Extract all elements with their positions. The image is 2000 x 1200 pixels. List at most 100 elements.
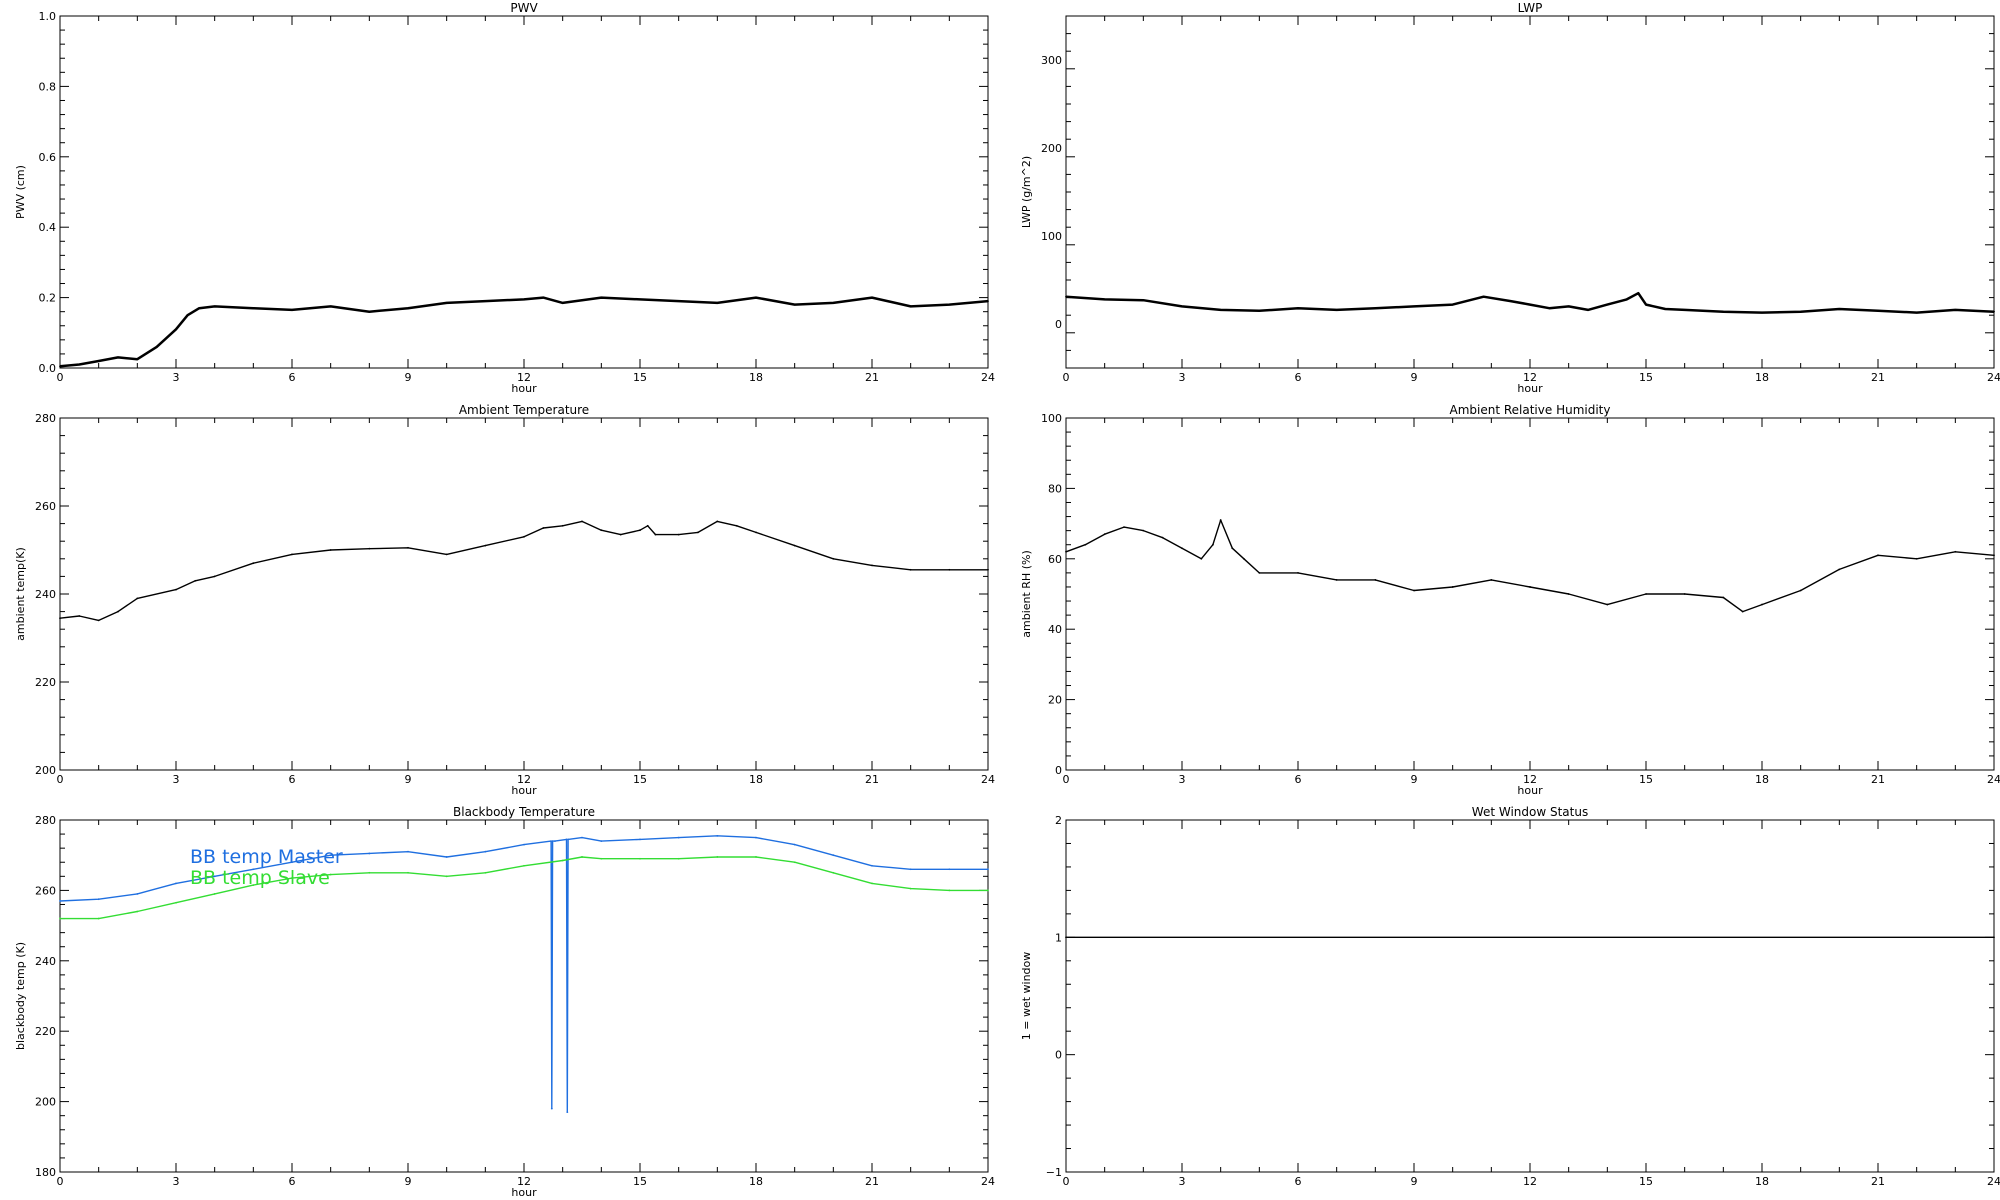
- data-point: [1297, 307, 1299, 310]
- data-point: [1297, 571, 1299, 574]
- x-tick-label: 21: [1871, 1175, 1885, 1188]
- x-tick-label: 9: [405, 371, 412, 384]
- data-point: [1065, 936, 1067, 939]
- data-point: [1142, 529, 1145, 532]
- data-point: [871, 864, 873, 867]
- data-point: [1103, 533, 1106, 536]
- x-tick-label: 15: [1639, 371, 1653, 384]
- chart-title: Ambient Temperature: [459, 403, 589, 417]
- data-point: [735, 524, 738, 527]
- y-tick-label: 0.8: [39, 80, 57, 93]
- x-axis-label: hour: [511, 1186, 537, 1199]
- data-point: [1877, 309, 1879, 312]
- y-tick-label: 240: [35, 955, 56, 968]
- plot-frame: [59, 15, 989, 369]
- data-point: [136, 358, 139, 361]
- y-tick-label: 0: [1055, 1049, 1062, 1062]
- data-point: [793, 861, 796, 864]
- data-point: [871, 296, 873, 299]
- x-tick-label: 3: [173, 1175, 180, 1188]
- data-point: [909, 305, 912, 308]
- data-point: [368, 871, 371, 874]
- x-tick-label: 0: [57, 371, 64, 384]
- data-point: [1509, 300, 1512, 303]
- data-point: [567, 838, 569, 841]
- data-point: [59, 900, 61, 902]
- x-tick-label: 0: [1063, 1175, 1070, 1188]
- data-point: [291, 553, 293, 556]
- data-point: [1915, 311, 1918, 314]
- plot-frame: [59, 417, 989, 771]
- data-point: [987, 889, 989, 892]
- y-tick-label: 220: [35, 1025, 56, 1038]
- series-line-bb-temp-slave: [60, 856, 988, 920]
- data-point: [871, 882, 873, 885]
- data-point: [600, 840, 603, 843]
- data-point: [291, 877, 293, 879]
- data-point: [948, 889, 951, 892]
- chart-title: PWV: [510, 1, 538, 15]
- plot-frame: [1065, 819, 1995, 1173]
- data-point: [117, 356, 119, 359]
- x-tick-label: 6: [289, 371, 296, 384]
- data-point: [291, 861, 293, 864]
- y-tick-label: 0.2: [39, 292, 57, 305]
- data-point: [600, 529, 603, 532]
- chart-panel-ambient-temp: Ambient Temperature 0 3 6 9 12 15 18 21 24 hour 200…: [14, 403, 995, 797]
- data-point: [716, 856, 719, 858]
- y-tick-label: −1: [1046, 1166, 1062, 1179]
- data-point: [523, 843, 525, 846]
- data-point: [407, 850, 409, 853]
- data-point: [832, 854, 835, 857]
- x-tick-label: 18: [749, 1175, 763, 1188]
- data-point: [987, 868, 989, 871]
- x-tick-label: 24: [981, 371, 995, 384]
- data-point: [445, 553, 448, 556]
- data-point: [1451, 586, 1454, 588]
- data-point: [213, 575, 216, 578]
- data-point: [1529, 586, 1531, 588]
- data-point: [175, 588, 177, 591]
- data-point: [1219, 519, 1222, 521]
- x-tick-label: 6: [1295, 371, 1302, 384]
- data-point: [329, 549, 332, 551]
- data-point: [561, 524, 564, 527]
- data-point: [948, 868, 951, 871]
- data-point: [523, 864, 525, 867]
- data-point: [523, 298, 525, 301]
- data-point: [1258, 309, 1261, 312]
- data-point: [677, 300, 680, 303]
- data-point: [1335, 579, 1338, 581]
- x-axis-label: hour: [511, 784, 537, 797]
- data-point: [677, 533, 680, 536]
- data-point: [1664, 308, 1667, 310]
- x-tick-label: 12: [1523, 773, 1537, 786]
- y-tick-label: 280: [35, 412, 56, 425]
- data-point: [175, 901, 177, 904]
- y-tick-label: 40: [1048, 623, 1062, 636]
- y-tick-label: 20: [1048, 694, 1062, 707]
- y-tick-label: 300: [1041, 54, 1062, 67]
- data-point: [566, 1111, 569, 1114]
- data-point: [1374, 579, 1377, 581]
- y-axis-label: ambient RH (%): [1020, 550, 1033, 638]
- x-tick-label: 18: [1755, 773, 1769, 786]
- data-point: [948, 303, 951, 306]
- data-point: [755, 856, 757, 858]
- x-tick-label: 12: [1523, 1175, 1537, 1188]
- data-point: [186, 314, 189, 317]
- x-tick-label: 18: [749, 773, 763, 786]
- y-tick-label: 240: [35, 588, 56, 601]
- data-point: [1065, 295, 1067, 298]
- data-point: [59, 917, 61, 920]
- x-tick-label: 21: [865, 773, 879, 786]
- data-point: [1915, 557, 1918, 560]
- x-tick-label: 24: [981, 773, 995, 786]
- y-tick-label: 60: [1048, 553, 1062, 566]
- data-point: [755, 531, 757, 534]
- data-point: [1200, 557, 1203, 560]
- data-point: [1219, 309, 1222, 311]
- x-tick-label: 18: [1755, 371, 1769, 384]
- data-point: [329, 873, 332, 876]
- x-tick-label: 21: [1871, 371, 1885, 384]
